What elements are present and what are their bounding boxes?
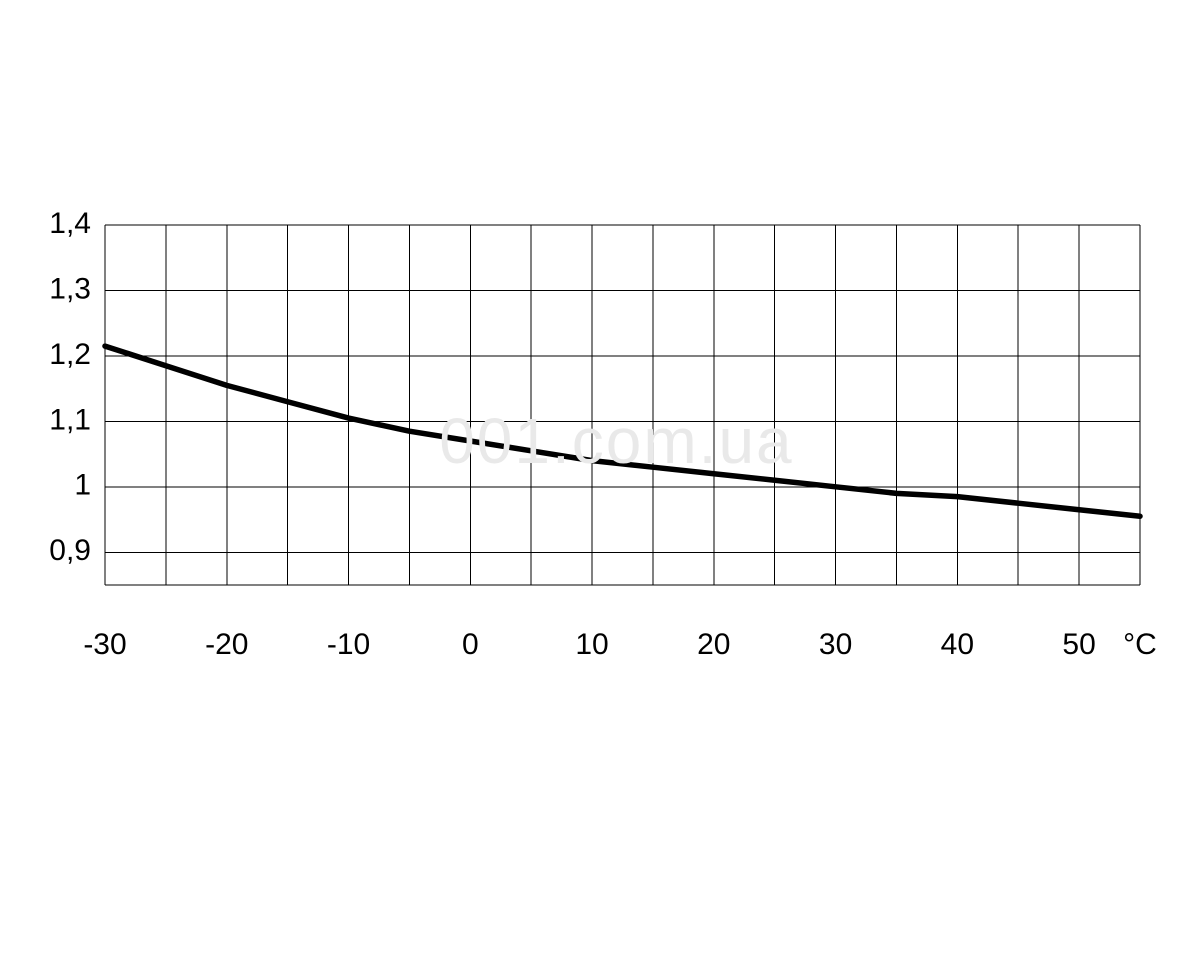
y-tick-label: 1,3 [49,272,91,305]
derating-chart: 0,9 1 1,1 1,2 1,3 1,4 -30 -20 -10 0 10 20 30 40 50 °C [0,0,1200,960]
x-tick-label: -30 [83,628,126,661]
x-tick-label: -10 [327,628,370,661]
x-tick-label: 30 [819,628,852,661]
x-tick-label: 10 [575,628,608,661]
x-tick-label: 50 [1062,628,1095,661]
y-tick-label: 1,1 [49,403,91,436]
y-tick-label: 1,4 [49,207,91,240]
x-tick-label: -20 [205,628,248,661]
y-tick-label: 0,9 [49,534,91,567]
x-tick-label: 0 [462,628,479,661]
y-tick-label: 1 [74,469,91,502]
chart-container: 0,9 1 1,1 1,2 1,3 1,4 -30 -20 -10 0 10 20 30 40 50 °C 0… [0,0,1200,960]
x-unit-label: °C [1123,628,1157,661]
x-tick-label: 40 [941,628,974,661]
x-tick-label: 20 [697,628,730,661]
y-tick-label: 1,2 [49,338,91,371]
